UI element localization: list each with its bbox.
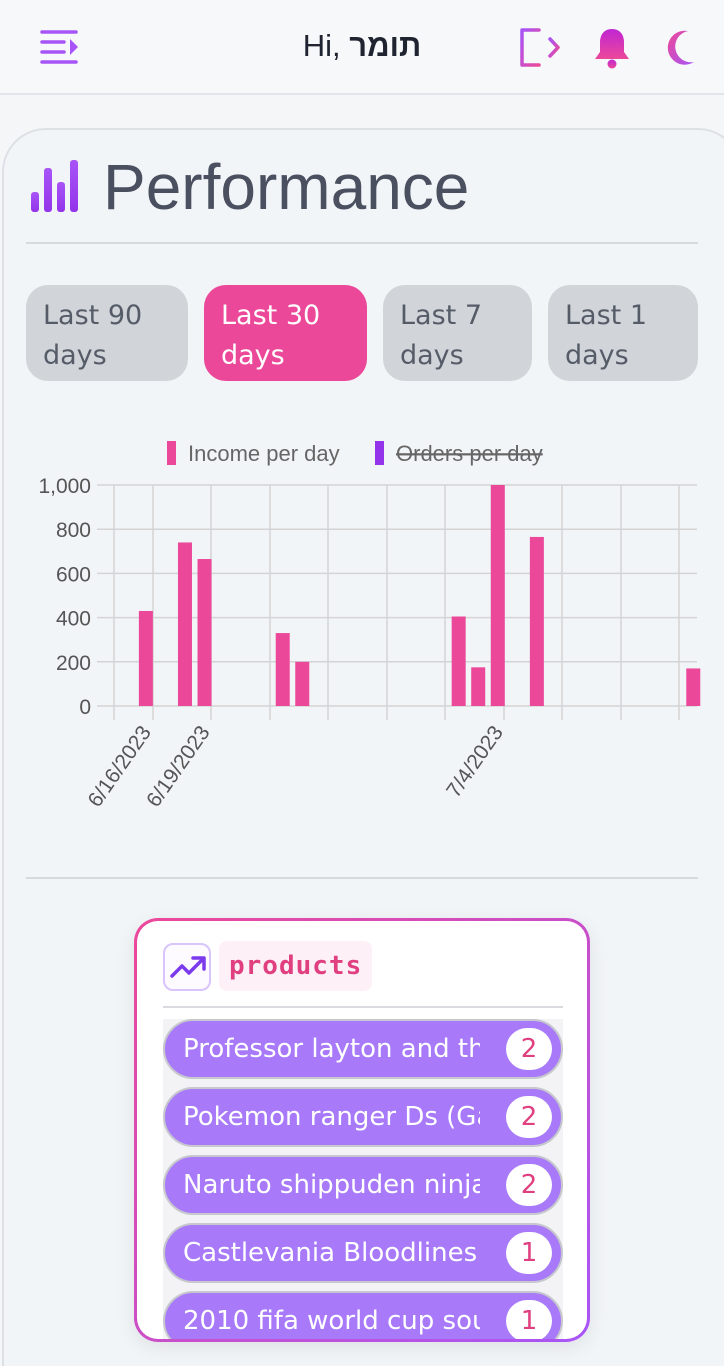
y-tick-label: 400 [56, 608, 91, 631]
chart-bar [197, 559, 212, 706]
legend-swatch [375, 441, 384, 465]
chart-bar [490, 485, 505, 706]
y-tick-label: 0 [79, 696, 91, 719]
product-name: 2010 fifa world cup south [183, 1306, 480, 1336]
range-label-line1: Last 30 [221, 300, 321, 331]
y-tick-label: 800 [56, 519, 91, 542]
product-item[interactable]: 2010 fifa world cup south 1 [163, 1291, 563, 1339]
menu-icon [40, 30, 78, 64]
moon-icon [667, 30, 694, 65]
range-button-7-days[interactable]: Last 7 days [383, 285, 532, 381]
legend-label: Orders per day [396, 441, 543, 466]
legend-swatch [167, 441, 176, 465]
product-item[interactable]: Castlevania Bloodlines 1 [163, 1223, 563, 1283]
y-tick-label: 1,000 [38, 475, 91, 498]
legend-label: Income per day [188, 441, 340, 466]
product-name: Naruto shippuden ninja [183, 1170, 480, 1200]
range-label-line2: days [565, 340, 629, 371]
product-item[interactable]: Pokemon ranger Ds (Game 2 [163, 1087, 563, 1147]
range-label-line1: Last 90 [43, 300, 143, 331]
range-button-30-days[interactable]: Last 30 days [204, 285, 367, 381]
product-name: Castlevania Bloodlines [183, 1238, 478, 1268]
greeting-prefix: Hi, [302, 28, 341, 63]
range-button-90-days[interactable]: Last 90 days [26, 285, 188, 381]
product-item[interactable]: Professor layton and the 2 [163, 1019, 563, 1079]
product-name: Pokemon ranger Ds (Game [183, 1102, 480, 1132]
divider [26, 877, 698, 879]
chart-bar [295, 661, 310, 706]
chart-bar [471, 667, 486, 706]
logout-icon [520, 28, 560, 67]
range-label-line2: days [221, 340, 285, 371]
chart-bar [275, 633, 290, 706]
trending-up-icon [163, 943, 211, 991]
chart-bar [177, 542, 192, 706]
product-count-badge: 1 [506, 1300, 552, 1339]
divider [26, 242, 698, 244]
notifications-button[interactable] [590, 26, 634, 70]
y-tick-label: 600 [56, 563, 91, 586]
range-label-line2: days [43, 340, 107, 371]
x-tick-label: 7/4/2023 [442, 722, 508, 802]
product-item[interactable]: Naruto shippuden ninja 2 [163, 1155, 563, 1215]
chart-bar [451, 616, 466, 706]
range-button-1-day[interactable]: Last 1 days [548, 285, 698, 381]
income-chart: Income per day Orders per day 0 200 400 600 8… [38, 441, 701, 811]
greeting: Hi, תומר [0, 28, 724, 64]
bar-chart-icon [31, 160, 78, 212]
chart-bar [138, 610, 153, 706]
product-name: Professor layton and the [183, 1034, 480, 1064]
bell-icon [595, 29, 629, 69]
product-count-badge: 2 [506, 1028, 552, 1070]
user-name: תומר [349, 28, 422, 63]
y-tick-label: 200 [56, 652, 91, 675]
range-label-line1: Last 7 [400, 300, 483, 331]
top-bar: Hi, תומר [0, 0, 724, 95]
product-count-badge: 1 [506, 1232, 552, 1274]
page-title: Performance [103, 151, 470, 223]
range-label-line1: Last 1 [565, 300, 648, 331]
product-count-badge: 2 [506, 1164, 552, 1206]
range-label-line2: days [400, 340, 464, 371]
chart-bar [686, 668, 701, 706]
chart-bar [529, 536, 544, 706]
logout-button[interactable] [517, 26, 561, 70]
theme-toggle-button[interactable] [660, 26, 704, 70]
product-list[interactable]: Professor layton and the 2 Pokemon ranger … [163, 1019, 563, 1339]
product-count-badge: 2 [506, 1096, 552, 1138]
divider [163, 1006, 563, 1008]
products-label: products [219, 941, 373, 991]
menu-button[interactable] [38, 28, 82, 66]
top-products-panel: products Professor layton and the 2 Pokemo… [134, 918, 590, 1342]
